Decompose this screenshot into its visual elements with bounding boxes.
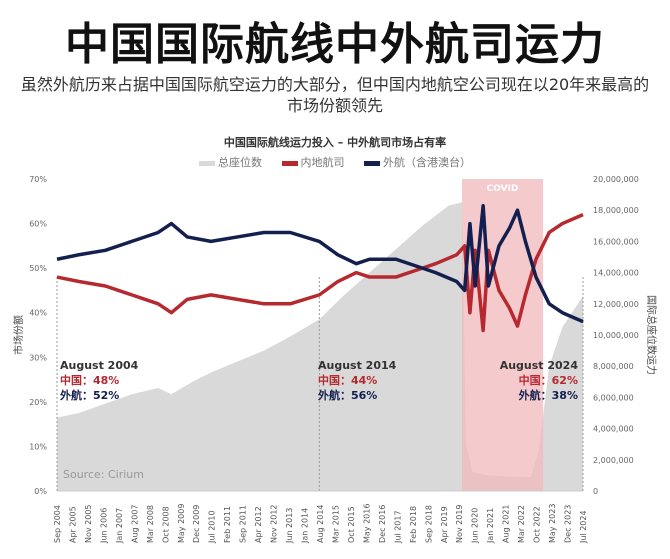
y2-tick-label: 12,000,000 bbox=[593, 300, 639, 309]
x-tick-label: May 2016 bbox=[362, 504, 371, 543]
y-tick-label: 0% bbox=[34, 487, 47, 496]
x-tick-label: Apr 2005 bbox=[68, 506, 77, 543]
annotation-foreign: 外航：52% bbox=[60, 389, 120, 402]
x-tick-label: Sep 2011 bbox=[239, 505, 248, 543]
x-tick-label: Sep 2018 bbox=[424, 505, 433, 543]
foreign-share-line bbox=[56, 203, 584, 324]
x-tick-label: Dec 2009 bbox=[192, 505, 201, 543]
x-tick-label: Dec 2023 bbox=[564, 505, 573, 543]
y-tick-label: 60% bbox=[29, 220, 47, 229]
y2-tick-label: 10,000,000 bbox=[593, 331, 639, 340]
x-tick-label: May 2023 bbox=[548, 504, 557, 543]
y2-tick-label: 2,000,000 bbox=[593, 456, 634, 465]
x-tick-label: Mar 2008 bbox=[146, 505, 155, 543]
x-tick-label: Aug 2014 bbox=[316, 504, 325, 543]
y2-tick-label: 6,000,000 bbox=[593, 393, 634, 402]
x-tick-label: Jun 2006 bbox=[99, 508, 108, 544]
headline: 中国国际航线中外航司运力 bbox=[65, 19, 605, 70]
x-tick-label: Dec 2016 bbox=[378, 505, 387, 543]
y2-tick-label: 18,000,000 bbox=[593, 206, 639, 215]
legend-label: 内地航司 bbox=[300, 156, 345, 169]
x-tick-label: Apr 2012 bbox=[254, 506, 263, 543]
x-tick-label: Nov 2019 bbox=[455, 504, 464, 543]
y2-axis-label: 国际总座位数运力 bbox=[645, 295, 658, 375]
y-tick-label: 70% bbox=[29, 175, 47, 184]
x-tick-label: Jun 2013 bbox=[285, 508, 294, 544]
y2-tick-label: 20,000,000 bbox=[593, 175, 639, 184]
source-note: Source: Cirium bbox=[63, 468, 144, 481]
y-tick-label: 40% bbox=[29, 309, 47, 318]
x-tick-label: Jan 2014 bbox=[301, 508, 310, 544]
legend-label: 总座位数 bbox=[218, 156, 262, 169]
legend-swatch bbox=[364, 160, 380, 166]
y-tick-label: 50% bbox=[29, 264, 47, 273]
x-tick-label: Sep 2004 bbox=[53, 505, 62, 543]
covid-label: COVID bbox=[487, 184, 519, 194]
y2-tick-label: 14,000,000 bbox=[593, 269, 639, 278]
x-tick-label: May 2009 bbox=[177, 504, 186, 543]
x-tick-label: Jul 2010 bbox=[208, 510, 217, 544]
x-tick-label: Mar 2022 bbox=[517, 505, 526, 543]
annotation-2024: August 2024 中国：62% 外航：38% bbox=[500, 358, 578, 403]
x-tick-label: Oct 2008 bbox=[161, 506, 170, 543]
x-tick-label: Jun 2020 bbox=[471, 508, 480, 544]
chart-title: 中国国际航线运力投入 – 中外航司市场占有率 bbox=[223, 136, 447, 149]
subtitle: 虽然外航历来占据中国国际航空运力的大部分，但中国内地航空公司现在以20年来最高的… bbox=[20, 75, 650, 115]
x-tick-label: Aug 2007 bbox=[130, 504, 139, 543]
annotation-china: 中国：44% bbox=[318, 374, 378, 387]
x-tick-label: Jul 2024 bbox=[579, 510, 588, 544]
x-tick-label: Feb 2011 bbox=[223, 506, 232, 543]
y-tick-label: 10% bbox=[29, 442, 47, 451]
annotation-china: 中国：48% bbox=[60, 374, 120, 387]
annotation-foreign: 外航：56% bbox=[318, 389, 378, 402]
y-tick-label: 30% bbox=[29, 353, 47, 362]
legend-label: 外航（含港澳台） bbox=[383, 156, 471, 169]
x-tick-label: Feb 2018 bbox=[409, 506, 418, 543]
annotation-date: August 2004 bbox=[60, 359, 139, 372]
legend-foreign: 外航（含港澳台） bbox=[364, 154, 471, 170]
annotation-2014: August 2014 中国：44% 外航：56% bbox=[318, 358, 396, 403]
legend-swatch bbox=[281, 160, 298, 166]
legend-seats: 总座位数 bbox=[199, 154, 262, 170]
y-tick-label: 20% bbox=[29, 398, 47, 407]
legend-china: 内地航司 bbox=[281, 154, 345, 170]
legend-swatch bbox=[199, 160, 215, 166]
x-tick-label: Jan 2021 bbox=[486, 508, 495, 544]
china-share-line bbox=[56, 213, 584, 333]
x-tick-label: Jul 2017 bbox=[393, 510, 402, 544]
annotation-date: August 2024 bbox=[499, 359, 578, 372]
seats-area bbox=[57, 202, 583, 491]
y2-tick-label: 16,000,000 bbox=[593, 237, 639, 246]
x-tick-label: Oct 2022 bbox=[533, 506, 542, 543]
annotation-date: August 2014 bbox=[318, 359, 397, 372]
x-tick-label: Aug 2021 bbox=[502, 504, 511, 543]
annotation-china: 中国：62% bbox=[518, 374, 578, 387]
x-tick-label: Nov 2005 bbox=[84, 504, 93, 543]
x-tick-label: Mar 2015 bbox=[331, 505, 340, 543]
covid-band bbox=[462, 179, 544, 491]
y2-tick-label: 4,000,000 bbox=[593, 425, 634, 434]
y2-tick-label: 0 bbox=[593, 487, 598, 496]
x-tick-label: Jan 2007 bbox=[115, 508, 124, 544]
annotation-foreign: 外航：38% bbox=[518, 389, 578, 402]
annotation-2004: August 2004 中国：48% 外航：52% bbox=[60, 358, 138, 403]
x-tick-label: Apr 2019 bbox=[440, 506, 449, 543]
x-tick-label: Oct 2015 bbox=[347, 506, 356, 543]
legend: 总座位数 内地航司 外航（含港澳台） bbox=[0, 154, 670, 170]
y-axis-label: 市场份额 bbox=[12, 315, 25, 355]
x-tick-label: Nov 2012 bbox=[270, 504, 279, 543]
y2-tick-label: 8,000,000 bbox=[593, 362, 634, 371]
